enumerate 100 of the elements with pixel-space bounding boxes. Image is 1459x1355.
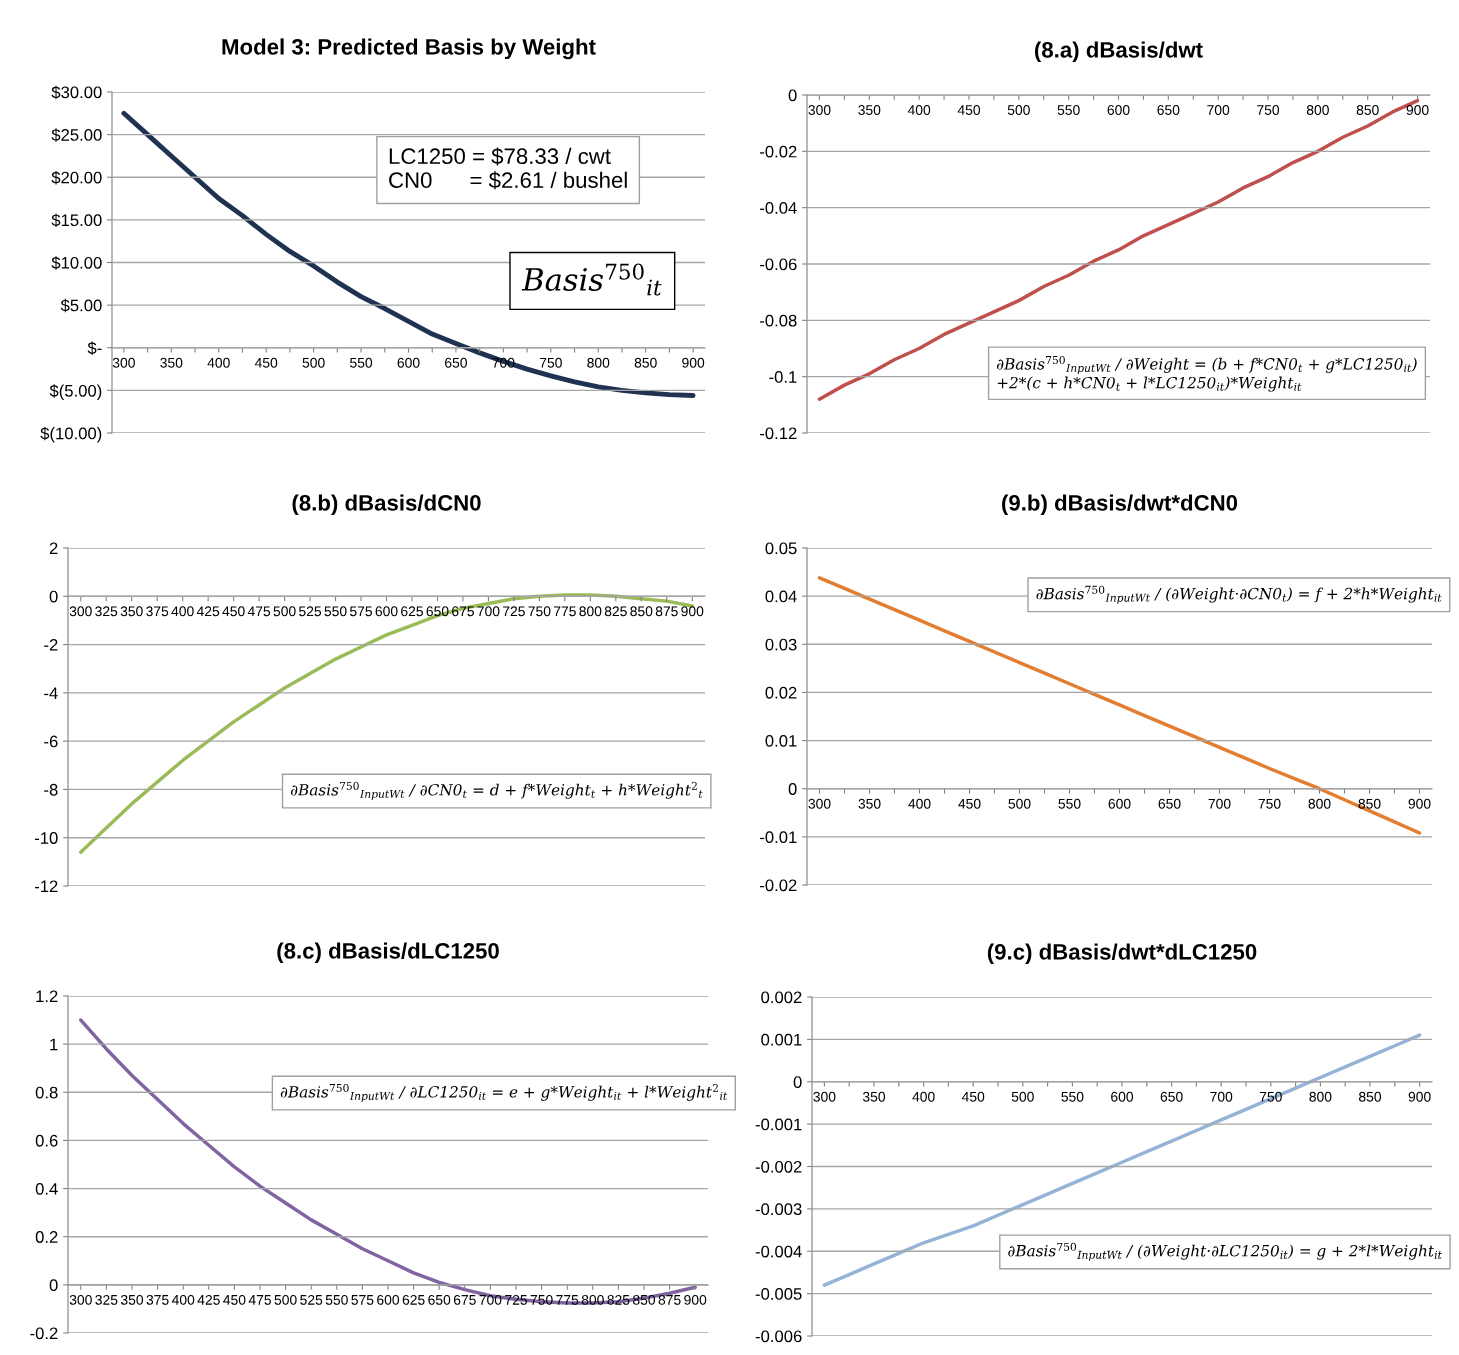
x-tick-label: 450 [223, 1294, 246, 1305]
x-tick-label: 500 [1008, 798, 1031, 809]
x-tick-label: 700 [479, 1294, 502, 1305]
x-tick-label: 350 [160, 357, 183, 368]
x-tick-label: 850 [633, 1294, 656, 1305]
y-tick-label: 0 [49, 1279, 58, 1292]
x-tick-label: 575 [351, 1295, 374, 1305]
x-tick-label: 650 [1157, 105, 1180, 115]
y-tick-label: -4 [44, 687, 58, 699]
x-tick-label: 725 [503, 606, 525, 617]
y-tick-label: 0.4 [35, 1182, 58, 1195]
x-tick-label: 800 [1308, 798, 1331, 809]
x-tick-label: 350 [120, 606, 143, 617]
x-tick-label: 550 [1057, 105, 1080, 115]
y-tick-label: -0.004 [755, 1245, 802, 1258]
x-tick-label: 300 [69, 606, 92, 617]
chart-title: (8.c) dBasis/dLC1250 [277, 942, 499, 964]
x-tick-label: 500 [302, 357, 325, 368]
y-tick-label: -0.003 [755, 1203, 802, 1216]
y-tick-label: 0.2 [35, 1231, 58, 1243]
y-tick-label: 0.8 [35, 1086, 58, 1099]
annotation: Basis$^{750}$$_{it}$ [521, 263, 662, 296]
x-tick-label: 600 [375, 606, 398, 617]
x-tick-label: 550 [1058, 798, 1081, 809]
x-tick-label: 675 [453, 1294, 476, 1305]
y-tick-label: $5.00 [60, 298, 102, 313]
y-tick-label: -0.02 [760, 145, 797, 158]
y-tick-label: 0.05 [765, 542, 797, 555]
y-tick-label: $(5.00) [49, 384, 102, 400]
x-tick-label: 425 [197, 1294, 220, 1305]
x-tick-label: 800 [587, 357, 610, 368]
y-tick-label: 0.001 [761, 1033, 802, 1046]
y-tick-label: $20.00 [51, 170, 102, 185]
y-tick-label: -12 [34, 880, 58, 893]
x-tick-label: 400 [908, 798, 931, 809]
x-tick-label: 750 [1258, 798, 1281, 809]
x-tick-label: 350 [858, 798, 881, 809]
y-tick-label: 0.002 [761, 991, 802, 1004]
x-tick-label: 550 [324, 606, 347, 617]
y-tick-label: 1.2 [36, 990, 58, 1003]
x-tick-label: 350 [120, 1294, 144, 1305]
x-tick-label: 375 [146, 606, 169, 617]
annotation: ∂Basis$^{750}$$_{InputWt}$ / (∂Weight·∂CN0$_{t}$) = f + 2*h*Weight$_{it}$ [1036, 585, 1442, 604]
x-tick-label: 400 [907, 105, 931, 115]
x-tick-label: 900 [1408, 1091, 1431, 1102]
x-tick-label: 750 [530, 1294, 553, 1305]
x-tick-label: 400 [171, 1294, 195, 1305]
x-tick-label: 325 [95, 606, 118, 617]
x-tick-label: 600 [1107, 105, 1130, 115]
x-tick-label: 350 [862, 1091, 886, 1102]
annotation: ∂Basis$^{750}$$_{InputWt}$ / (∂Weight·∂LC1250$_{it}$) = g + 2*l*Weight$_{it}$ [1008, 1242, 1442, 1261]
text: ∂Basis$^{750}$$_{InputWt}$ / ∂Weight = (b + f*CN0$_{t}$ + g*LC1250$_{it}$) +2*(c + h*CN0$_{t}$ + l*LC1250$_{it}$)*Weight$_{it}$ [996, 355, 1417, 392]
x-tick-label: 400 [171, 606, 194, 617]
y-tick-label: 0 [788, 89, 797, 102]
x-tick-label: 900 [1406, 105, 1429, 115]
x-tick-label: 500 [273, 606, 296, 617]
text: ∂Basis$^{750}$$_{InputWt}$ / ∂CN0$_{t}$ = d + f*Weight$_{t}$ + h*Weight$^{2}$$_{t}$ [290, 781, 703, 800]
x-tick-label: 900 [1408, 798, 1431, 809]
y-tick-label: -0.001 [755, 1118, 802, 1131]
chart-title: Model 3: Predicted Basis by Weight [222, 38, 596, 60]
y-tick-label: -0.08 [760, 314, 797, 327]
x-tick-label: 550 [325, 1294, 348, 1305]
x-tick-label: 625 [402, 1294, 425, 1305]
y-tick-label: 0.02 [765, 686, 797, 699]
x-tick-label: 675 [452, 606, 474, 617]
x-tick-label: 650 [445, 357, 467, 368]
x-tick-label: 700 [1210, 1091, 1233, 1102]
chart-title: (8.a) dBasis/dwt [1035, 41, 1203, 63]
x-tick-label: 500 [274, 1294, 297, 1305]
y-tick-label: $10.00 [51, 256, 102, 270]
x-tick-label: 500 [1007, 105, 1030, 115]
y-tick-label: -0.005 [755, 1288, 802, 1300]
x-tick-label: 375 [146, 1294, 169, 1305]
x-tick-label: 900 [684, 1294, 707, 1305]
x-tick-label: 400 [912, 1091, 935, 1102]
x-tick-label: 550 [350, 357, 373, 368]
x-tick-label: 350 [858, 105, 881, 115]
x-tick-label: 525 [299, 606, 322, 617]
x-tick-label: 575 [349, 606, 373, 617]
y-tick-label: 0.03 [765, 638, 797, 651]
x-tick-label: 400 [207, 357, 230, 368]
y-tick-label: 0.04 [765, 590, 797, 603]
x-tick-label: 600 [377, 1294, 400, 1305]
x-tick-label: 875 [658, 1294, 681, 1305]
x-tick-label: 450 [961, 1091, 985, 1102]
x-tick-label: 325 [95, 1294, 118, 1305]
x-tick-label: 750 [1259, 1091, 1282, 1102]
x-tick-label: 900 [681, 606, 704, 617]
y-tick-label: -0.04 [760, 202, 797, 214]
x-tick-label: 800 [579, 606, 602, 617]
x-tick-label: 300 [112, 357, 135, 368]
x-tick-label: 650 [428, 1294, 451, 1305]
x-tick-label: 800 [1306, 105, 1329, 115]
x-tick-label: 625 [401, 606, 423, 617]
x-tick-label: 825 [607, 1294, 630, 1305]
y-tick-label: -6 [44, 735, 58, 748]
x-tick-label: 700 [1207, 105, 1230, 115]
y-tick-label: -8 [44, 783, 58, 796]
x-tick-label: 450 [254, 357, 278, 368]
x-tick-label: 450 [958, 798, 981, 809]
